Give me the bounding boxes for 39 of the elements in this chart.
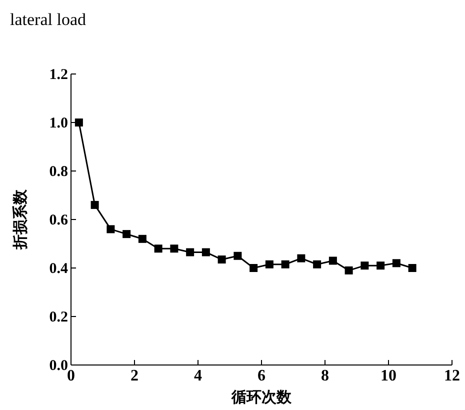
point	[265, 260, 274, 268]
y-tick-label: 1.2	[49, 66, 68, 83]
point	[297, 254, 306, 262]
point	[376, 262, 385, 270]
point	[106, 225, 115, 234]
point	[313, 260, 322, 268]
point	[234, 252, 242, 260]
point	[138, 234, 146, 243]
point	[122, 230, 131, 238]
point	[344, 266, 353, 274]
x-tick-label: 8	[321, 367, 329, 384]
y-tick-label: 0.8	[49, 164, 68, 180]
y-tick-label: 0.6	[49, 212, 68, 228]
point	[186, 248, 194, 256]
x-tick-label: 6	[258, 367, 266, 384]
x-tick-label: 0	[67, 367, 75, 384]
y-tick-label: 0.2	[49, 309, 68, 326]
y-tick-label: 0.0	[49, 358, 68, 374]
point	[328, 256, 337, 265]
point	[392, 259, 400, 268]
point	[202, 248, 210, 256]
x-tick-label: 10	[380, 367, 396, 384]
point	[360, 262, 369, 270]
y-tick-label: 1.0	[49, 115, 68, 132]
y-tick-label: 0.4	[49, 260, 68, 277]
point	[154, 244, 162, 253]
point	[90, 200, 99, 209]
x-tick-label: 12	[444, 367, 460, 384]
chart-title: lateral load	[10, 10, 86, 29]
point	[408, 264, 416, 272]
point	[281, 260, 290, 268]
y-axis-title: 折损系数	[12, 188, 29, 250]
point	[74, 118, 83, 126]
x-axis-title: 循环次数	[230, 389, 292, 406]
x-tick-label: 2	[130, 367, 138, 384]
point	[250, 264, 258, 272]
point	[170, 244, 178, 253]
x-tick-label: 4	[194, 367, 202, 384]
point	[218, 256, 226, 264]
